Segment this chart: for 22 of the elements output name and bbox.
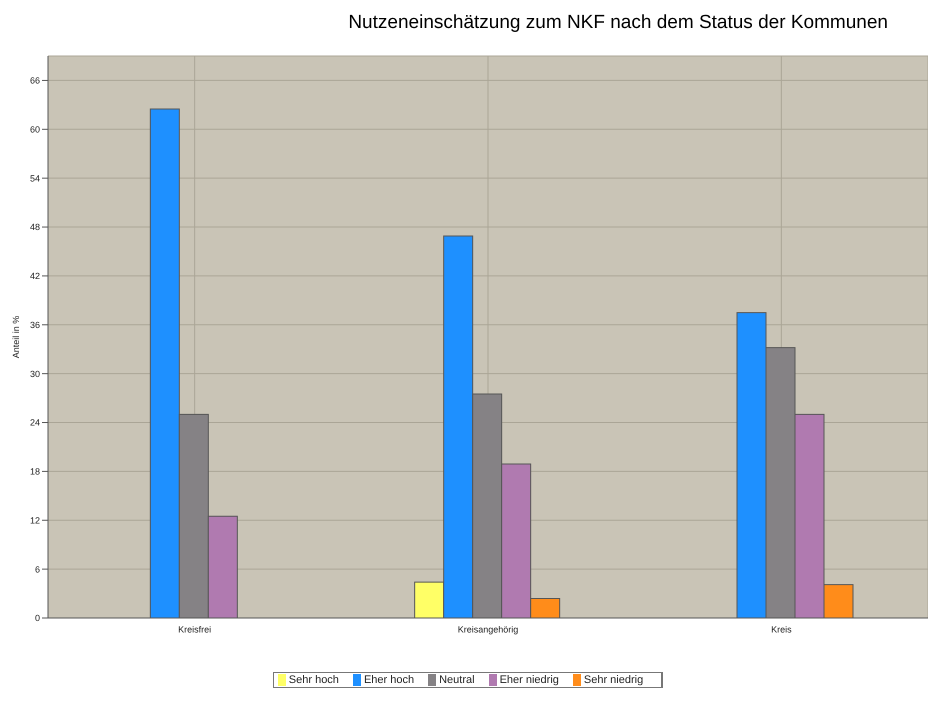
y-tick-label: 66 — [30, 76, 40, 86]
legend-label: Sehr niedrig — [584, 674, 644, 686]
legend-label: Eher hoch — [364, 674, 414, 686]
x-tick-label: Kreisfrei — [178, 624, 212, 634]
y-tick-label: 36 — [30, 320, 40, 330]
y-tick-label: 48 — [30, 222, 40, 232]
y-axis-title: Anteil in % — [11, 316, 22, 358]
y-tick-label: 18 — [30, 466, 40, 477]
chart-title: Nutzeneinschätzung zum NKF nach dem Status der Kommunen — [347, 11, 889, 35]
y-tick-label: 30 — [30, 368, 40, 379]
y-tick-label: 6 — [34, 564, 40, 574]
legend-label: Neutral — [439, 674, 475, 686]
y-tick-label: 0 — [34, 613, 40, 624]
y-tick-label: 24 — [30, 418, 40, 428]
y-tick-label: 12 — [30, 515, 40, 526]
x-tick-label: Kreisangehörig — [458, 624, 518, 634]
y-tick-label: 60 — [30, 124, 40, 134]
legend-label: Eher niedrig — [500, 674, 559, 686]
y-tick-label: 42 — [30, 271, 40, 282]
legend-label: Sehr hoch — [288, 674, 339, 686]
x-tick-label: Kreis — [771, 624, 792, 634]
y-tick-label: 54 — [30, 173, 40, 184]
